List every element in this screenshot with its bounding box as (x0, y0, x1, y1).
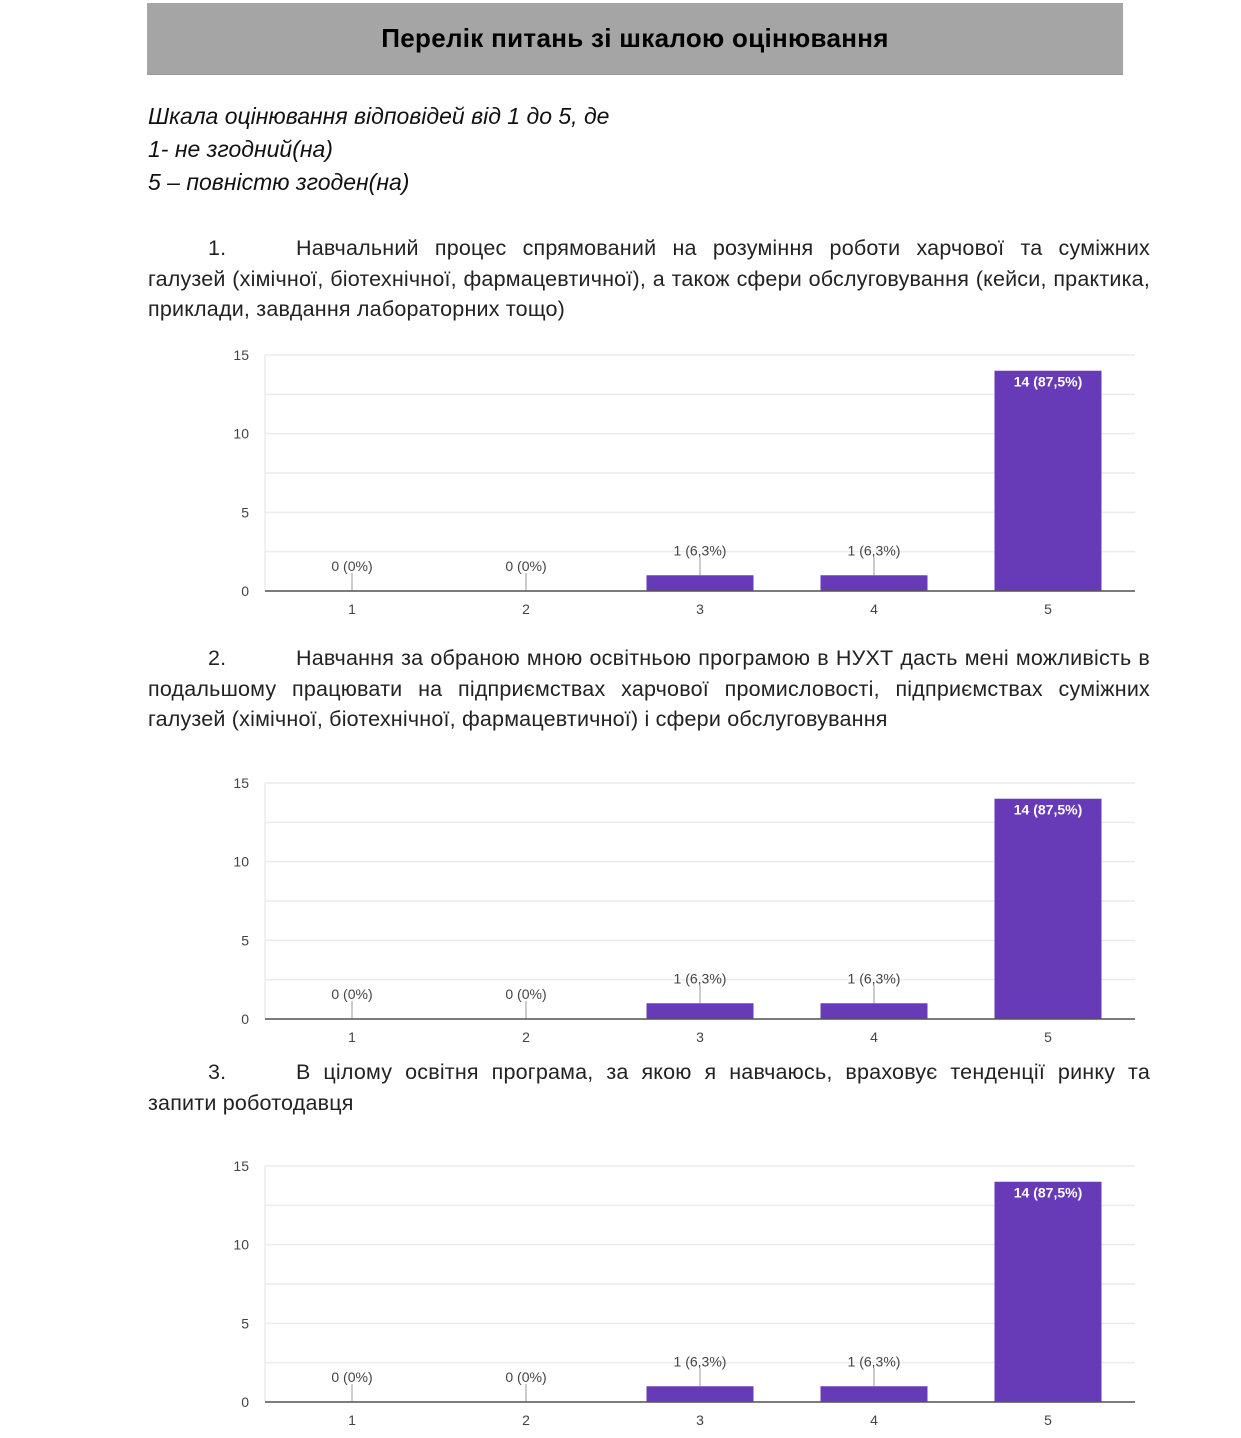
bar (820, 1003, 928, 1019)
x-tick-label: 4 (870, 1029, 878, 1043)
data-label: 0 (0%) (331, 558, 372, 574)
bar-chart: 0 5 10 15 0 (0%) 1 0 (0%) 2 1 (6,3%) 3 1 (6,3%) 4 14… (233, 347, 1135, 615)
page-title: Перелік питань зі шкалою оцінювання (381, 23, 889, 53)
section-header: Перелік питань зі шкалою оцінювання (147, 3, 1123, 74)
scale-line: 5 – повністю згоден(на) (148, 169, 410, 195)
x-tick-label: 4 (870, 601, 878, 615)
question-number: 2. (208, 646, 227, 670)
y-tick-label: 0 (241, 1011, 249, 1027)
data-label: 1 (6,3%) (848, 542, 901, 558)
bar-chart: 0 5 10 15 0 (0%) 1 0 (0%) 2 1 (6,3%) 3 1 (6,3%) 4 14… (233, 775, 1135, 1043)
question-2: 2. Навчання за обраною мною освітньою про… (148, 643, 1150, 735)
question-number: 3. (208, 1060, 227, 1084)
data-label: 0 (0%) (505, 558, 546, 574)
bar (994, 798, 1102, 1019)
data-label: 1 (6,3%) (674, 970, 727, 986)
rating-scale-description: Шкала оцінювання відповідей від 1 до 5, … (148, 100, 609, 199)
y-tick-label: 10 (233, 1237, 249, 1253)
x-tick-label: 1 (348, 1412, 356, 1426)
y-tick-label: 15 (233, 347, 249, 363)
x-tick-label: 1 (348, 1029, 356, 1043)
x-tick-label: 2 (522, 1412, 530, 1426)
y-tick-label: 5 (241, 504, 249, 520)
chart-question-3: 0 5 10 15 0 (0%) 1 0 (0%) 2 1 (6,3%) 3 1 (6,3%) 4 14… (220, 1151, 1150, 1426)
bar (646, 575, 754, 591)
x-tick-label: 5 (1044, 1029, 1052, 1043)
x-tick-label: 3 (696, 1029, 704, 1043)
bar (994, 370, 1102, 591)
bar (820, 575, 928, 591)
chart-question-2: 0 5 10 15 0 (0%) 1 0 (0%) 2 1 (6,3%) 3 1 (6,3%) 4 14… (220, 768, 1150, 1043)
bar (646, 1386, 754, 1402)
data-label: 0 (0%) (331, 1369, 372, 1385)
question-number: 1. (208, 236, 227, 260)
bar (646, 1003, 754, 1019)
y-tick-label: 15 (233, 775, 249, 791)
x-tick-label: 5 (1044, 601, 1052, 615)
question-1: 1. Навчальний процес спрямований на розум… (148, 233, 1150, 325)
data-label: 14 (87,5%) (1014, 802, 1082, 818)
data-label: 0 (0%) (331, 986, 372, 1002)
x-tick-label: 5 (1044, 1412, 1052, 1426)
question-text: Навчальний процес спрямований на розумін… (148, 236, 1150, 321)
data-label: 14 (87,5%) (1014, 374, 1082, 390)
y-tick-label: 15 (233, 1158, 249, 1174)
y-tick-label: 10 (233, 426, 249, 442)
chart-question-1: 0 5 10 15 0 (0%) 1 0 (0%) 2 1 (6,3%) 3 1 (6,3%) 4 14… (220, 340, 1150, 615)
data-label: 0 (0%) (505, 1369, 546, 1385)
scale-line: Шкала оцінювання відповідей від 1 до 5, … (148, 103, 610, 129)
bar (994, 1181, 1102, 1402)
data-label: 1 (6,3%) (674, 542, 727, 558)
bar (820, 1386, 928, 1402)
question-3: 3. В цілому освітня програма, за якою я н… (148, 1057, 1150, 1118)
x-tick-label: 1 (348, 601, 356, 615)
x-tick-label: 3 (696, 1412, 704, 1426)
y-tick-label: 5 (241, 932, 249, 948)
y-tick-label: 0 (241, 1394, 249, 1410)
y-tick-label: 10 (233, 854, 249, 870)
x-tick-label: 3 (696, 601, 704, 615)
x-tick-label: 2 (522, 601, 530, 615)
y-tick-label: 0 (241, 583, 249, 599)
data-label: 0 (0%) (505, 986, 546, 1002)
data-label: 1 (6,3%) (848, 1353, 901, 1369)
data-label: 1 (6,3%) (674, 1353, 727, 1369)
x-tick-label: 4 (870, 1412, 878, 1426)
bar-chart: 0 5 10 15 0 (0%) 1 0 (0%) 2 1 (6,3%) 3 1 (6,3%) 4 14… (233, 1158, 1135, 1426)
data-label: 14 (87,5%) (1014, 1185, 1082, 1201)
question-text: В цілому освітня програма, за якою я нав… (148, 1060, 1150, 1115)
scale-line: 1- не згодний(на) (148, 136, 333, 162)
data-label: 1 (6,3%) (848, 970, 901, 986)
question-text: Навчання за обраною мною освітньою прогр… (148, 646, 1150, 731)
x-tick-label: 2 (522, 1029, 530, 1043)
y-tick-label: 5 (241, 1315, 249, 1331)
